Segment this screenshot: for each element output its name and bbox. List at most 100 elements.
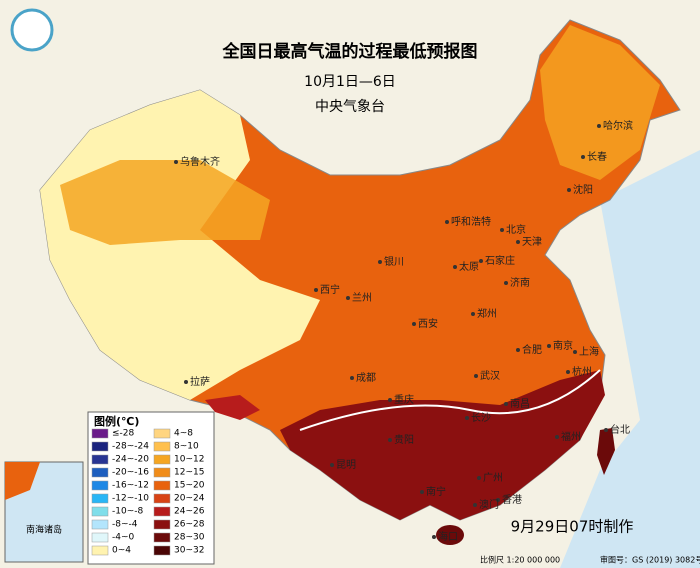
city-label: 太原 — [459, 260, 479, 273]
hot-south — [280, 370, 605, 520]
hot-southwest — [205, 395, 260, 420]
legend-swatch — [153, 441, 171, 452]
legend-swatch — [91, 454, 109, 465]
legend-swatch — [91, 441, 109, 452]
city-dot — [479, 259, 483, 263]
inset-label: 南海诸岛 — [26, 524, 62, 536]
legend-label: ≤-28 — [112, 429, 135, 439]
city-dot — [445, 220, 449, 224]
legend-swatch — [153, 454, 171, 465]
legend-swatch — [91, 519, 109, 530]
city-label: 北京 — [506, 223, 526, 236]
city-dot — [474, 374, 478, 378]
sea — [560, 150, 700, 568]
city-label: 银川 — [384, 255, 404, 268]
legend-swatch — [153, 532, 171, 543]
legend-swatch — [153, 493, 171, 504]
northeast-zone — [540, 25, 660, 180]
city-label: 兰州 — [352, 291, 372, 304]
legend-swatch — [153, 545, 171, 556]
city-dot — [555, 435, 559, 439]
city-dot — [597, 124, 601, 128]
isotherm — [299, 369, 601, 431]
city-label: 澳门 — [479, 498, 499, 511]
city-label: 天津 — [522, 236, 542, 248]
legend-swatch — [91, 532, 109, 543]
legend-label: 15~20 — [174, 481, 205, 491]
city-dot — [547, 344, 551, 348]
legend-swatch — [91, 480, 109, 491]
city-dot — [496, 498, 500, 502]
inset-land — [5, 462, 40, 500]
city-label: 西安 — [418, 317, 438, 330]
city-dot — [566, 370, 570, 374]
city-dot — [581, 155, 585, 159]
city-dot — [500, 228, 504, 232]
city-label: 武汉 — [480, 369, 500, 382]
city-label: 杭州 — [572, 365, 592, 378]
legend-label: 4~8 — [174, 429, 193, 439]
city-label: 乌鲁木齐 — [180, 155, 220, 168]
city-dot — [388, 398, 392, 402]
legend-swatch — [153, 519, 171, 530]
legend-label: 12~15 — [174, 468, 204, 478]
city-dot — [516, 348, 520, 352]
city-dot — [174, 160, 178, 164]
logo — [10, 8, 54, 52]
legend-title: 图例(℃) — [94, 414, 139, 428]
city-dot — [314, 288, 318, 292]
orange-zone — [60, 160, 270, 245]
taiwan — [597, 428, 615, 475]
city-label: 合肥 — [522, 343, 542, 356]
city-label: 广州 — [483, 472, 503, 484]
legend-label: 0~4 — [112, 546, 131, 556]
city-label: 昆明 — [336, 459, 356, 471]
legend-label: 10~12 — [174, 455, 204, 465]
legend-label: -12~-10 — [112, 494, 149, 504]
city-dot — [477, 476, 481, 480]
legend-swatch — [153, 467, 171, 478]
city-label: 香港 — [502, 494, 522, 506]
city-dot — [412, 322, 416, 326]
legend-label: 28~30 — [174, 533, 205, 543]
legend-label: 24~26 — [174, 507, 205, 517]
city-dot — [184, 380, 188, 384]
city-label: 南宁 — [426, 485, 446, 498]
legend-swatch — [91, 506, 109, 517]
hainan — [436, 525, 464, 545]
city-dot — [465, 416, 469, 420]
city-dot — [420, 490, 424, 494]
city-label: 呼和浩特 — [451, 216, 491, 228]
city-label: 郑州 — [477, 307, 497, 320]
city-dot — [604, 428, 608, 432]
city-label: 南京 — [553, 339, 573, 352]
city-label: 长沙 — [471, 412, 491, 424]
city-label: 石家庄 — [485, 254, 515, 267]
legend-swatch — [153, 506, 171, 517]
city-dot — [504, 281, 508, 285]
date-range: 10月1日—6日 — [304, 74, 396, 90]
legend-swatch — [153, 480, 171, 491]
city-label: 沈阳 — [573, 183, 593, 196]
city-label: 台北 — [610, 423, 630, 436]
city-dot — [432, 535, 436, 539]
legend-label: 30~32 — [174, 546, 204, 556]
legend-swatch — [91, 428, 109, 439]
city-dot — [504, 402, 508, 406]
legend-label: -10~-8 — [112, 507, 143, 517]
legend-label: -8~-4 — [112, 520, 138, 530]
city-label: 上海 — [579, 345, 599, 358]
city-dot — [388, 438, 392, 442]
city-dot — [471, 312, 475, 316]
city-label: 拉萨 — [190, 375, 210, 388]
city-dot — [567, 188, 571, 192]
city-label: 福州 — [561, 430, 581, 443]
city-label: 济南 — [510, 276, 530, 289]
legend-label: -28~-24 — [112, 442, 149, 452]
title: 全国日最高气温的过程最低预报图 — [222, 41, 478, 62]
city-dot — [473, 503, 477, 507]
legend-label: 26~28 — [174, 520, 205, 530]
legend-swatch — [91, 467, 109, 478]
legend-label: 20~24 — [174, 494, 205, 504]
